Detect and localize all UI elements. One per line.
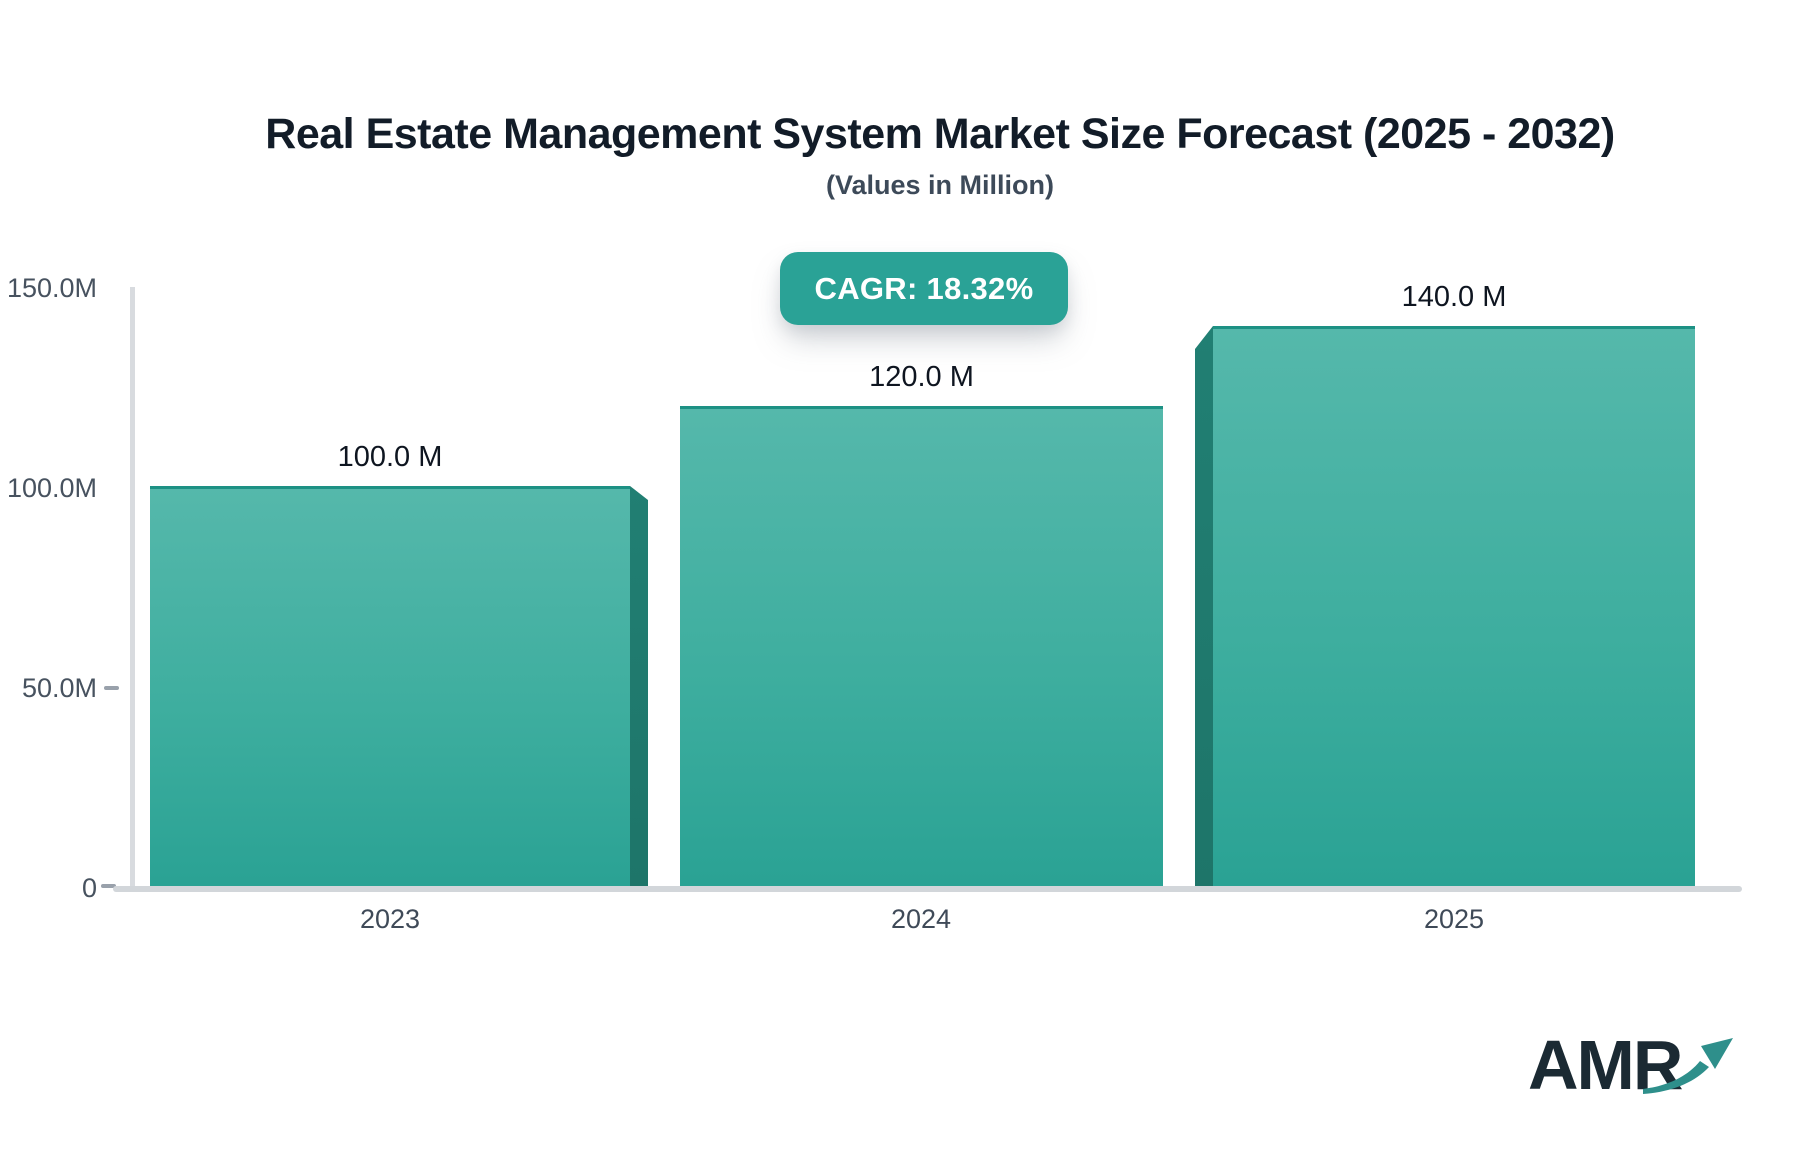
x-tick-label-2024: 2024	[890, 904, 952, 934]
cagr-badge: CAGR: 18.32%	[780, 252, 1068, 325]
chart-header: Real Estate Management System Market Siz…	[80, 110, 1800, 200]
cagr-badge-label: CAGR: 18.32%	[814, 270, 1034, 306]
bar-2024-face	[680, 406, 1163, 886]
y-tick-label-0: 0	[81, 873, 97, 903]
bar-value-label-2024: 120.0 M	[869, 361, 974, 393]
x-tick-label-2023: 2023	[359, 904, 421, 934]
x-tick-label-2025: 2025	[1423, 904, 1485, 934]
bar-2023-side-shadow	[630, 486, 648, 886]
x-axis-baseline	[113, 886, 1742, 892]
y-tick-mark-0	[101, 884, 116, 888]
bar-value-label-2023: 100.0 M	[337, 441, 443, 473]
bar-2023-face	[150, 486, 630, 886]
y-tick-label-50: 50.0M	[21, 673, 97, 703]
page-title: Real Estate Management System Market Siz…	[265, 110, 1615, 158]
trending-up-arrow-icon	[1643, 1038, 1734, 1094]
amr-logo: AMR	[1528, 1030, 1739, 1100]
bar-2025-side-shadow	[1195, 326, 1213, 886]
bar-value-label-2025: 140.0 M	[1401, 281, 1507, 313]
y-tick-mark-50	[104, 686, 119, 690]
page-subtitle: (Values in Million)	[825, 170, 1055, 200]
y-tick-label-150: 150.0M	[6, 273, 97, 303]
y-tick-label-100: 100.0M	[6, 473, 97, 503]
bar-2025-face	[1213, 326, 1695, 886]
y-axis-line	[130, 287, 135, 887]
